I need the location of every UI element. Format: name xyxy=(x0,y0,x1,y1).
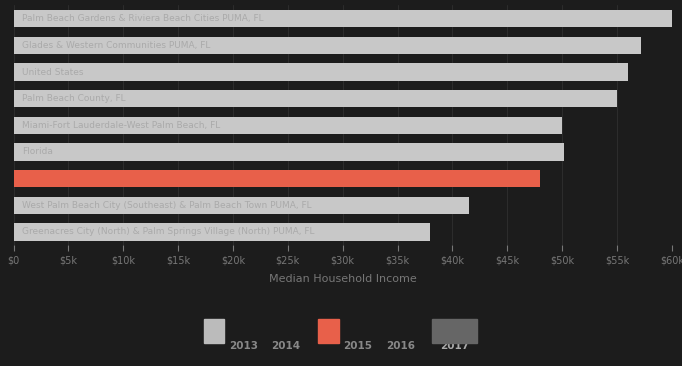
Bar xyxy=(14,197,469,214)
Text: Miami-Fort Lauderdale-West Palm Beach, FL: Miami-Fort Lauderdale-West Palm Beach, F… xyxy=(23,121,221,130)
Text: United States: United States xyxy=(23,68,84,76)
Text: Greenacres City (North) & Palm Springs Village (North) PUMA, FL: Greenacres City (North) & Palm Springs V… xyxy=(23,227,315,236)
Text: 2016: 2016 xyxy=(386,341,415,351)
Text: Florida: Florida xyxy=(23,147,53,157)
Text: 2013: 2013 xyxy=(229,341,258,351)
Bar xyxy=(14,37,641,54)
Text: Palm Beach Gardens & Riviera Beach Cities PUMA, FL: Palm Beach Gardens & Riviera Beach Citie… xyxy=(23,14,264,23)
Text: 2017: 2017 xyxy=(440,341,469,351)
Bar xyxy=(14,117,562,134)
Bar xyxy=(14,143,564,161)
Text: Glades & Western Communities PUMA, FL: Glades & Western Communities PUMA, FL xyxy=(23,41,211,50)
Text: Palm Beach County, FL: Palm Beach County, FL xyxy=(23,94,126,103)
Bar xyxy=(14,90,617,107)
Text: West Palm Beach City (Southeast) & Palm Beach Town PUMA, FL: West Palm Beach City (Southeast) & Palm … xyxy=(23,201,312,210)
Text: 2014: 2014 xyxy=(271,341,301,351)
Bar xyxy=(14,223,430,240)
Bar xyxy=(14,170,540,187)
Text: 2015: 2015 xyxy=(344,341,372,351)
X-axis label: Median Household Income: Median Household Income xyxy=(269,274,417,284)
Text: West Palm Beach, FL: West Palm Beach, FL xyxy=(23,174,116,183)
Bar xyxy=(14,63,628,81)
Bar xyxy=(14,10,672,27)
